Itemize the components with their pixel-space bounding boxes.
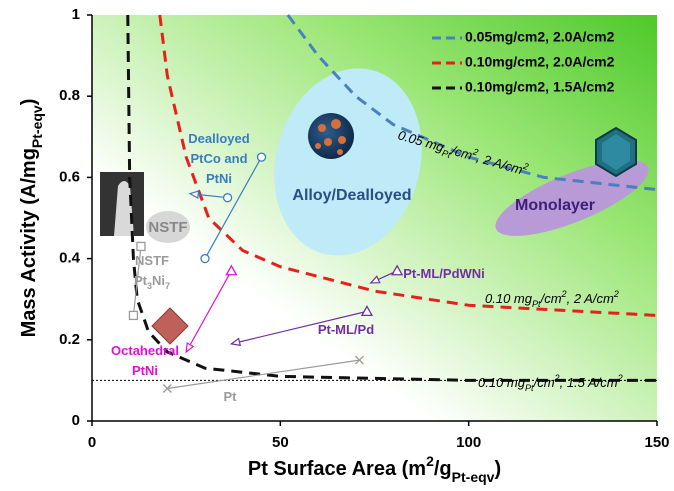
x-tick-label: 0 [88, 434, 96, 451]
text-part: PtNi [132, 363, 158, 378]
text-part: Pt-eqv [29, 105, 45, 148]
text-part: Mass Activity (A/mg [18, 148, 40, 337]
text-part: 7 [165, 281, 170, 291]
y-tick-label: 0.2 [59, 331, 80, 348]
marker [258, 153, 266, 161]
text-part: , 2 A/cm [567, 291, 614, 306]
text-part: PtCo and [190, 151, 247, 166]
marker [129, 311, 137, 319]
point-label: NSTF [135, 253, 169, 268]
text-part: 2 [617, 373, 623, 383]
bubble-label: NSTF [148, 219, 187, 236]
text-part: /cm [540, 291, 562, 306]
text-part: 0.10 mg [478, 375, 526, 390]
text-part: 0.10 mg [485, 291, 533, 306]
y-tick-label: 0.6 [59, 168, 80, 185]
x-tick-label: 100 [456, 434, 481, 451]
text-part: NSTF [135, 253, 169, 268]
y-tick-label: 1 [72, 6, 80, 23]
point-label: Pt-ML/PdWNi [403, 266, 485, 281]
y-tick-label: 0 [72, 412, 80, 429]
text-part: Pt-ML/PdWNi [403, 266, 485, 281]
point-label: PtNi [132, 363, 158, 378]
marker [137, 242, 145, 250]
text-part: ) [18, 99, 40, 106]
marker [201, 255, 209, 263]
text-part: Octahedral [111, 343, 179, 358]
text-part: Pt [224, 389, 238, 404]
text-part: , 1.5 A/cm [560, 375, 618, 390]
y-axis-label: Mass Activity (A/mgPt-eqv) [18, 99, 44, 338]
point-label: Pt [224, 389, 238, 404]
y-tick-label: 0.8 [59, 87, 80, 104]
text-part: 2 [613, 289, 619, 299]
curve-label: 0.10 mgPt/cm2, 2 A/cm2 [485, 289, 619, 309]
text-part: Pt [134, 273, 148, 288]
legend-label: 0.10mg/cm2, 2.0A/cm2 [465, 54, 615, 70]
text-part: 2 [426, 453, 434, 469]
x-tick-label: 150 [644, 434, 669, 451]
legend-label: 0.10mg/cm2, 1.5A/cm2 [465, 79, 615, 95]
marker [224, 194, 232, 202]
bubble-label: Alloy/Dealloyed [292, 187, 411, 204]
text-part: Dealloyed [188, 131, 249, 146]
point-label: Dealloyed [188, 131, 249, 146]
text-part: ) [494, 458, 501, 480]
chart: Alloy/Dealloyed Monolayer NSTF 0 0.2 0.4 0.… [0, 0, 674, 491]
text-part: PtNi [206, 171, 232, 186]
text-part: /g [434, 458, 452, 480]
text-part: Ni [152, 273, 165, 288]
bubble-label: Monolayer [515, 197, 595, 214]
point-label: Octahedral [111, 343, 179, 358]
text-part: Pt-ML/Pd [318, 322, 374, 337]
text-part: Pt-eqv [452, 469, 495, 485]
nanoparticle-image [308, 113, 354, 159]
x-tick-label: 50 [272, 434, 289, 451]
point-label: PtCo and [190, 151, 247, 166]
point-label: Pt-ML/Pd [318, 322, 374, 337]
text-part: Pt Surface Area (m [248, 458, 426, 480]
legend-label: 0.05mg/cm2, 2.0A/cm2 [465, 29, 615, 45]
y-tick-label: 0.4 [59, 250, 81, 267]
point-label: PtNi [206, 171, 232, 186]
x-axis-label: Pt Surface Area (m2/gPt-eqv) [248, 453, 501, 485]
text-part: /cm [533, 375, 555, 390]
curve-label: 0.10 mgPt/cm2, 1.5 A/cm2 [478, 373, 623, 393]
